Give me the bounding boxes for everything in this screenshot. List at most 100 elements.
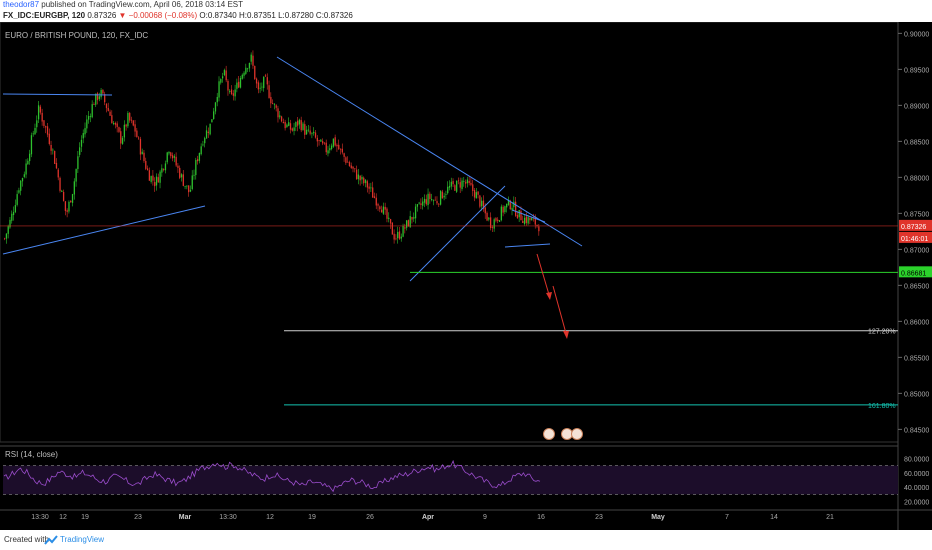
- candle-body: [39, 106, 42, 113]
- candle-body: [438, 203, 440, 205]
- candle-body: [273, 103, 276, 105]
- candle-body: [261, 86, 263, 88]
- candle-body: [163, 168, 165, 170]
- candle-body: [450, 181, 452, 187]
- candle-body: [30, 135, 33, 155]
- candle-body: [71, 194, 74, 203]
- candle-body: [486, 212, 488, 221]
- candle-body: [275, 105, 277, 108]
- candle-body: [243, 72, 245, 76]
- candle-body: [431, 199, 433, 201]
- chart-svg[interactable]: EURO / BRITISH POUND, 120, FX_IDC 0.90000…: [0, 21, 932, 530]
- candle-body: [377, 204, 379, 206]
- candle-body: [445, 194, 447, 195]
- candle-body: [214, 102, 217, 112]
- candle-body: [502, 206, 504, 213]
- candle-body: [245, 67, 247, 74]
- candle-body: [125, 124, 127, 127]
- author-link[interactable]: theodor87: [3, 0, 40, 9]
- candle-body: [114, 122, 117, 125]
- candle-body: [472, 184, 474, 191]
- candle-body: [379, 206, 381, 210]
- candle-body: [186, 185, 188, 187]
- candle-body: [495, 218, 497, 221]
- candle-body: [463, 181, 465, 182]
- last-price-label: 0.87326: [901, 224, 926, 231]
- projection-arrow-2: [552, 285, 568, 338]
- candle-body: [127, 113, 129, 127]
- candle-body: [393, 233, 395, 240]
- candle-body: [366, 181, 368, 188]
- candle-body: [357, 174, 360, 180]
- x-tick-label: Mar: [179, 514, 192, 521]
- candle-body: [277, 108, 279, 118]
- candle-body: [531, 218, 533, 221]
- candle-body: [105, 103, 108, 109]
- candle-body: [368, 186, 370, 189]
- candle-body: [305, 129, 308, 135]
- trend-line: [2, 93, 113, 96]
- y-tick-label: 0.84500: [904, 427, 929, 434]
- candle-body: [139, 138, 142, 155]
- x-tick-label: 23: [595, 514, 603, 521]
- chart-area[interactable]: EURO / BRITISH POUND, 120, FX_IDC 0.90000…: [0, 21, 932, 530]
- candle-body: [498, 220, 501, 222]
- candle-body: [355, 169, 358, 180]
- candle-body: [456, 180, 458, 192]
- candle-body: [300, 120, 302, 131]
- candle-body: [175, 156, 177, 166]
- trend-line: [504, 243, 551, 248]
- candle-body: [506, 203, 508, 208]
- projection-arrowhead-2: [563, 331, 569, 339]
- candle-body: [272, 103, 274, 105]
- candle-body: [286, 124, 288, 128]
- publish-text: published on TradingView.com, April 06, …: [41, 0, 244, 9]
- candle-body: [336, 144, 338, 147]
- candle-body: [354, 168, 356, 170]
- candle-body: [514, 201, 517, 216]
- x-tick-label: 13:30: [219, 514, 237, 521]
- candle-body: [227, 80, 229, 91]
- candle-body: [62, 191, 65, 201]
- trend-line: [511, 209, 546, 223]
- candle-body: [529, 217, 531, 221]
- candle-body: [364, 179, 367, 183]
- candle-body: [527, 217, 529, 224]
- candle-body: [152, 175, 154, 181]
- candle-body: [295, 121, 297, 127]
- candle-body: [195, 160, 197, 176]
- candle-body: [491, 226, 494, 228]
- tradingview-brand[interactable]: TradingView: [60, 535, 105, 544]
- candle-body: [391, 222, 394, 235]
- candle-body: [411, 216, 413, 220]
- candle-body: [361, 176, 363, 180]
- symbol-label: FX_IDC:EURGBP, 120: [3, 11, 86, 20]
- trend-line: [276, 56, 583, 247]
- candle-body: [323, 142, 326, 144]
- candle-body: [46, 126, 49, 135]
- candle-body: [264, 75, 267, 77]
- candle-body: [252, 55, 254, 66]
- candle-body: [79, 147, 81, 155]
- candle-body: [134, 124, 136, 132]
- candle-body: [202, 144, 204, 146]
- footer: Created with TradingView: [0, 530, 932, 550]
- candle-body: [109, 111, 111, 116]
- candle-body: [414, 206, 417, 219]
- candle-body: [397, 232, 399, 239]
- candle-body: [520, 210, 522, 221]
- publish-info: theodor87 published on TradingView.com, …: [3, 0, 243, 10]
- candle-body: [448, 185, 451, 188]
- candle-body: [11, 213, 13, 221]
- candle-body: [118, 127, 120, 132]
- candle-body: [263, 76, 265, 89]
- candle-body: [289, 123, 292, 130]
- candle-body: [211, 119, 213, 123]
- x-tick-label: 9: [483, 514, 487, 521]
- candle-body: [107, 107, 109, 111]
- x-tick-label: May: [651, 514, 665, 521]
- candle-body: [91, 104, 93, 118]
- support-label: 0.86681: [901, 270, 926, 277]
- y-tick-label: 0.89000: [904, 103, 929, 110]
- trend-line: [2, 205, 206, 255]
